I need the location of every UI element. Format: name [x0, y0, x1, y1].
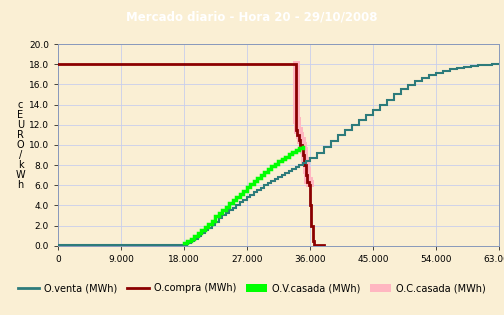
Text: Mercado diario - Hora 20 - 29/10/2008: Mercado diario - Hora 20 - 29/10/2008: [126, 11, 378, 24]
Y-axis label: c
E
U
R
O
/
k
W
h: c E U R O / k W h: [16, 100, 25, 190]
Legend: O.venta (MWh), O.compra (MWh), O.V.casada (MWh), O.C.casada (MWh): O.venta (MWh), O.compra (MWh), O.V.casad…: [18, 283, 486, 293]
